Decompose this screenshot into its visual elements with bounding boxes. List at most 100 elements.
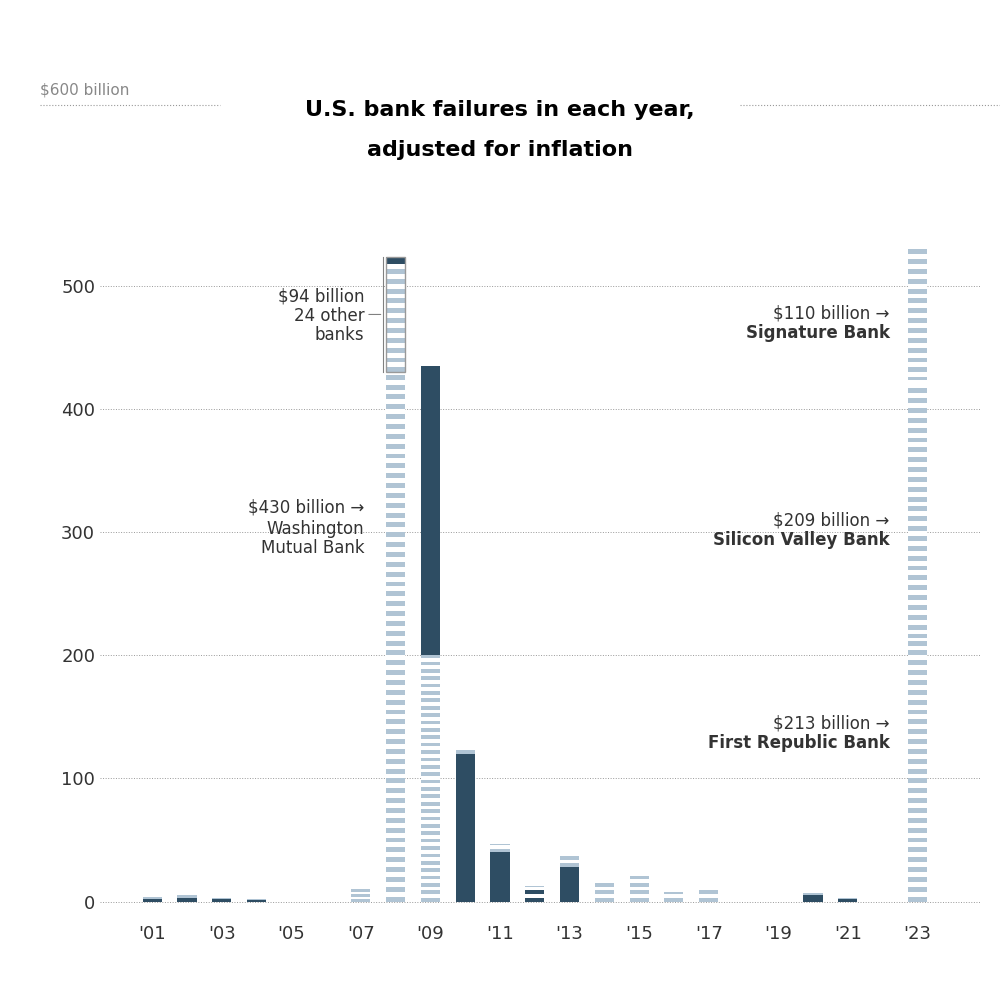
Bar: [386, 783, 405, 788]
Bar: [908, 842, 927, 847]
Bar: [595, 879, 614, 902]
Bar: [908, 492, 927, 497]
Bar: [212, 899, 231, 902]
Bar: [421, 806, 440, 809]
Bar: [908, 353, 927, 358]
Bar: [386, 636, 405, 641]
Bar: [525, 883, 544, 886]
Bar: [908, 882, 927, 887]
Bar: [386, 685, 405, 690]
Bar: [803, 892, 823, 895]
Bar: [595, 887, 614, 890]
Bar: [630, 879, 649, 883]
Bar: [386, 372, 405, 375]
Text: $209 billion →: $209 billion →: [773, 511, 890, 529]
Bar: [908, 744, 927, 749]
Bar: [421, 842, 440, 846]
Bar: [699, 887, 718, 890]
Bar: [908, 638, 927, 641]
Bar: [386, 294, 405, 298]
Bar: [386, 793, 405, 798]
Bar: [630, 887, 649, 890]
Bar: [908, 313, 927, 318]
Bar: [386, 257, 405, 264]
Bar: [908, 274, 927, 279]
Bar: [908, 833, 927, 838]
Bar: [386, 468, 405, 473]
Bar: [421, 894, 440, 898]
Bar: [421, 887, 440, 890]
Bar: [908, 541, 927, 546]
Bar: [838, 899, 857, 902]
Bar: [212, 898, 231, 899]
Bar: [699, 894, 718, 898]
Bar: [421, 724, 440, 728]
Bar: [351, 889, 370, 902]
Text: Mutual Bank: Mutual Bank: [261, 539, 364, 557]
Bar: [421, 798, 440, 802]
Text: 24 other: 24 other: [294, 307, 364, 325]
Bar: [908, 580, 927, 585]
Bar: [595, 894, 614, 898]
Bar: [421, 828, 440, 831]
Bar: [490, 852, 510, 902]
Bar: [386, 409, 405, 414]
Bar: [421, 746, 440, 750]
Bar: [908, 247, 927, 382]
Bar: [838, 898, 857, 899]
Bar: [525, 883, 544, 889]
Bar: [421, 776, 440, 780]
Bar: [386, 508, 405, 513]
Bar: [421, 769, 440, 772]
Bar: [908, 531, 927, 536]
Bar: [386, 803, 405, 808]
Bar: [421, 717, 440, 721]
Bar: [908, 247, 927, 249]
Bar: [247, 899, 266, 900]
Bar: [908, 675, 927, 680]
Bar: [908, 303, 927, 308]
Bar: [908, 452, 927, 457]
Bar: [908, 333, 927, 338]
Bar: [386, 498, 405, 503]
Bar: [386, 303, 405, 308]
Bar: [908, 803, 927, 808]
Bar: [908, 754, 927, 759]
Bar: [421, 879, 440, 883]
Bar: [908, 502, 927, 506]
Bar: [143, 897, 162, 899]
Bar: [630, 874, 649, 876]
Bar: [386, 537, 405, 542]
Bar: [386, 744, 405, 749]
Bar: [908, 423, 927, 428]
Bar: [908, 362, 927, 367]
Bar: [386, 892, 405, 897]
Bar: [386, 390, 405, 394]
Bar: [908, 521, 927, 526]
Bar: [560, 855, 579, 856]
Bar: [421, 658, 440, 662]
Bar: [908, 264, 927, 269]
Bar: [386, 705, 405, 710]
Bar: [386, 695, 405, 700]
Bar: [908, 382, 927, 639]
Bar: [177, 895, 197, 898]
Bar: [908, 783, 927, 788]
Bar: [386, 439, 405, 444]
Bar: [421, 783, 440, 787]
Bar: [490, 845, 510, 849]
Bar: [908, 639, 927, 902]
Bar: [386, 734, 405, 739]
Bar: [560, 855, 579, 867]
Bar: [421, 655, 440, 902]
Bar: [908, 511, 927, 516]
Bar: [386, 882, 405, 887]
Bar: [177, 898, 197, 902]
Bar: [525, 889, 544, 902]
Bar: [386, 862, 405, 867]
Bar: [351, 897, 370, 899]
Bar: [421, 702, 440, 706]
Bar: [664, 892, 683, 902]
Bar: [908, 685, 927, 690]
Bar: [908, 383, 927, 388]
